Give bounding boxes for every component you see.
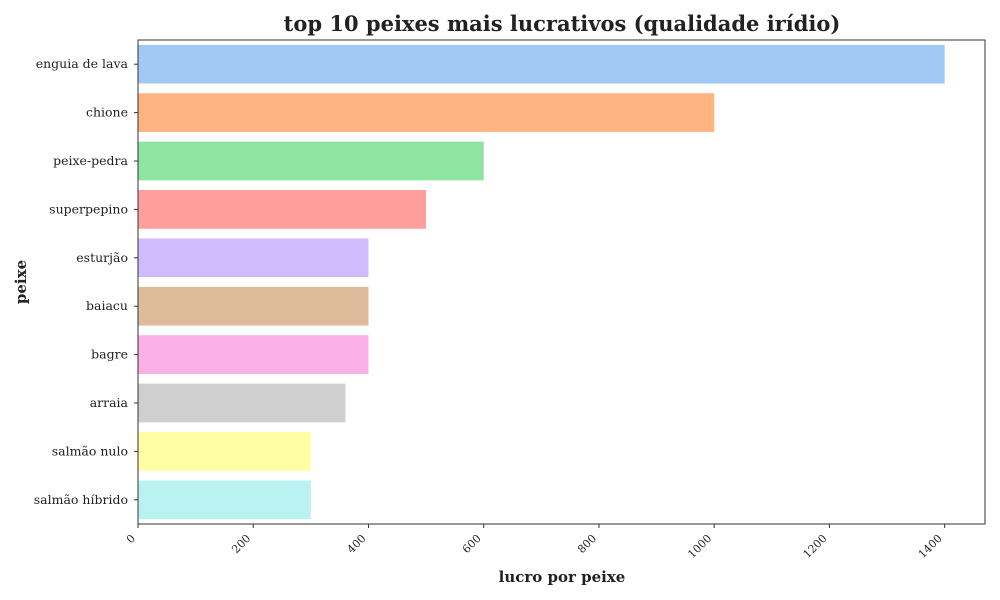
bar-3 — [138, 190, 427, 229]
chart-title: top 10 peixes mais lucrativos (qualidade… — [284, 11, 841, 36]
y-tick-label-7: arraia — [90, 395, 129, 410]
plot-frame — [137, 39, 986, 525]
bar-9 — [138, 480, 311, 520]
y-tick-label-4: esturjão — [76, 250, 128, 265]
bar-1 — [138, 93, 715, 132]
bar-4 — [138, 238, 369, 278]
bar-8 — [138, 432, 311, 471]
y-tick-label-1: chione — [86, 105, 128, 120]
y-axis-ticks: enguia de lava chione peixe-pedra superpepi… — [34, 56, 138, 507]
bars-group — [138, 44, 945, 520]
y-tick-label-0: enguia de lava — [36, 56, 129, 71]
y-tick-label-8: salmão nulo — [52, 443, 128, 458]
y-tick-label-6: bagre — [91, 347, 128, 362]
y-tick-label-3: superpepino — [49, 201, 128, 216]
y-tick-label-2: peixe-pedra — [53, 153, 128, 168]
x-axis-label: lucro por peixe — [499, 568, 626, 586]
y-tick-label-5: baiacu — [86, 298, 128, 313]
bar-7 — [138, 383, 346, 423]
y-tick-label-9: salmão híbrido — [34, 492, 128, 507]
y-axis-label: peixe — [12, 260, 30, 304]
bar-6 — [138, 335, 369, 374]
bar-5 — [138, 286, 369, 326]
bar-2 — [138, 141, 484, 181]
bar-0 — [138, 44, 945, 84]
